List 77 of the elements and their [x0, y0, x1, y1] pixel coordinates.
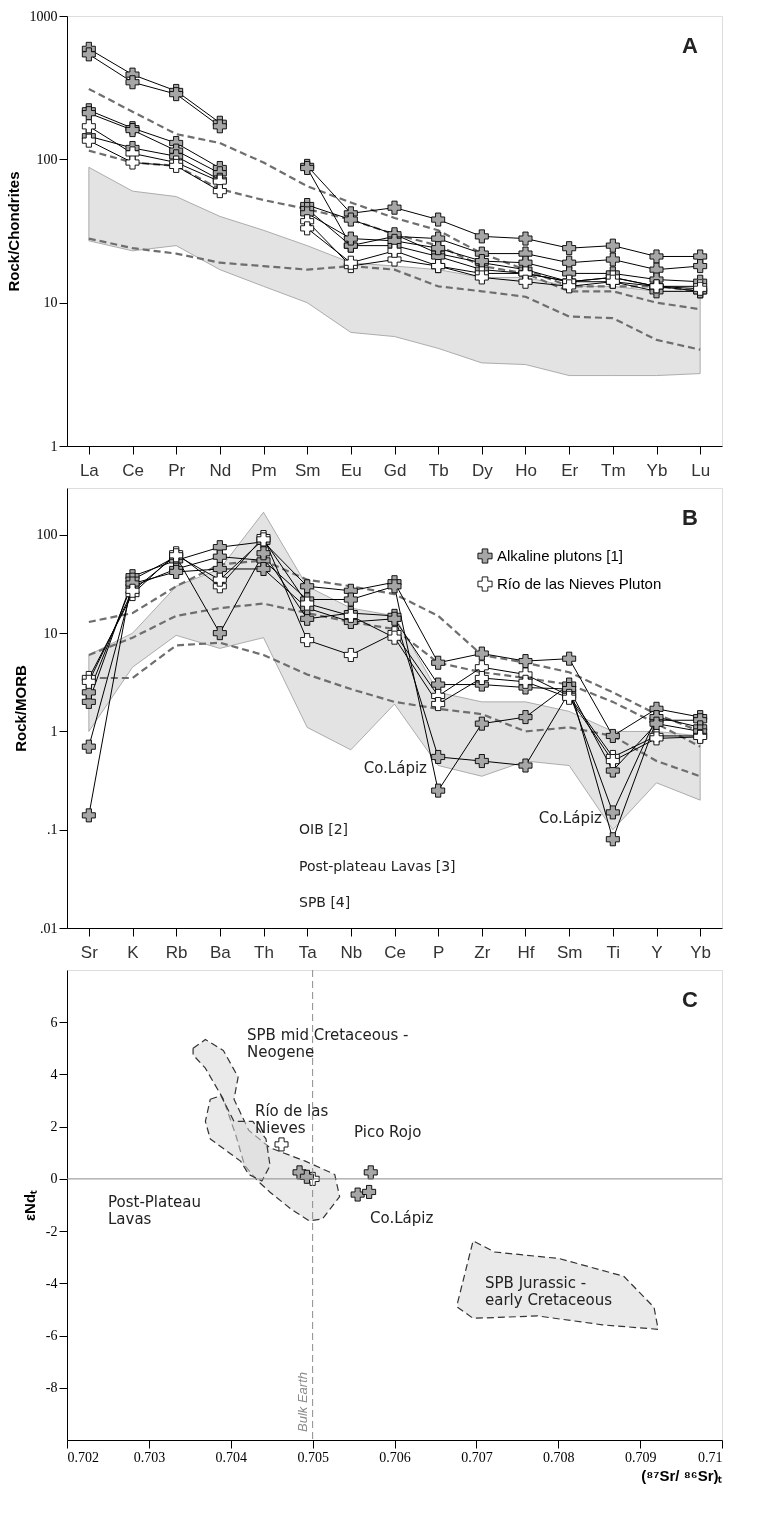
x-tick-label: Th — [254, 942, 274, 962]
x-tick-label: Sm — [294, 460, 321, 480]
annotation: Pico Rojo — [354, 1123, 422, 1141]
y-tick-label: 100 — [36, 527, 58, 543]
x-tick-label: 0.709 — [624, 1449, 657, 1465]
x-tick-label: Hf — [517, 942, 535, 962]
annotation: B — [682, 505, 698, 530]
x-tick-label: K — [127, 942, 140, 962]
y-tick-label: 4 — [50, 1066, 58, 1082]
annotation: OIB [2] — [299, 821, 349, 837]
ref-line-label: Bulk Earth — [294, 1372, 310, 1432]
annotation: Post-plateau Lavas [3] — [299, 858, 456, 874]
x-tick-label: P — [432, 942, 445, 962]
y-axis-title: Rock/Chondrites — [4, 171, 22, 292]
y-tick-label: 1 — [50, 438, 58, 454]
x-tick-label: Y — [651, 942, 663, 962]
y-axis-title: Rock/MORB — [11, 665, 29, 752]
x-tick-label: 0.71 — [698, 1449, 723, 1465]
x-tick-label: Dy — [471, 460, 494, 480]
x-tick-label: Ba — [209, 942, 232, 962]
y-tick-label: -8 — [45, 1380, 58, 1396]
y-tick-label: 2 — [50, 1119, 58, 1135]
annotation: Co.Lápiz — [538, 809, 603, 827]
y-tick-label: .1 — [47, 822, 58, 838]
x-axis-title: (⁸⁷Sr/ ⁸⁶Sr)ₜ — [641, 1466, 723, 1484]
x-tick-label: Ce — [122, 460, 144, 480]
x-tick-label: 0.705 — [297, 1449, 329, 1465]
x-tick-label: La — [79, 460, 100, 480]
y-tick-label: 100 — [36, 151, 58, 167]
x-tick-label: Sm — [556, 942, 583, 962]
x-tick-label: Ho — [515, 460, 537, 480]
x-tick-label: 0.702 — [67, 1449, 99, 1465]
y-tick-label: 6 — [50, 1014, 58, 1030]
annotation: SPB mid Cretaceous - Neogene — [247, 1026, 409, 1061]
x-tick-label: Er — [561, 460, 579, 480]
x-tick-label: Yb — [646, 460, 668, 480]
x-tick-label: Tm — [601, 460, 626, 480]
y-tick-label: 10 — [43, 625, 58, 641]
x-tick-label: Lu — [691, 460, 711, 480]
y-tick-label: .01 — [40, 920, 58, 936]
legend-label: Alkaline plutons [1] — [497, 547, 623, 564]
x-tick-label: Ce — [384, 942, 406, 962]
y-tick-label: -2 — [45, 1223, 58, 1239]
y-tick-label: 0 — [50, 1171, 58, 1187]
x-tick-label: Gd — [383, 460, 407, 480]
y-tick-label: 1000 — [29, 8, 58, 24]
y-tick-label: 10 — [43, 295, 58, 311]
x-tick-label: Nd — [209, 460, 232, 480]
annotation: SPB [4] — [299, 894, 351, 910]
annotation: Río de las Nieves — [255, 1102, 329, 1137]
annotation: A — [682, 33, 699, 58]
y-tick-label: -4 — [45, 1275, 58, 1291]
y-tick-label: 1 — [50, 723, 58, 739]
annotation: Post-Plateau Lavas — [108, 1193, 202, 1228]
x-tick-label: 0.706 — [379, 1449, 411, 1465]
x-tick-label: Nb — [340, 942, 363, 962]
annotation: SPB Jurassic - early Cretaceous — [485, 1274, 613, 1309]
annotation: Co.Lápiz — [363, 759, 428, 777]
y-tick-label: -6 — [45, 1328, 58, 1344]
x-tick-label: Eu — [340, 460, 362, 480]
x-tick-label: Rb — [165, 942, 188, 962]
legend-label: Río de las Nieves Pluton — [497, 575, 662, 592]
x-tick-label: 0.708 — [543, 1449, 575, 1465]
x-tick-label: Sr — [80, 942, 99, 962]
x-tick-label: Zr — [474, 942, 491, 962]
x-tick-label: 0.703 — [133, 1449, 166, 1465]
x-tick-label: Ta — [298, 942, 318, 962]
annotation: Co.Lápiz — [370, 1209, 434, 1227]
x-tick-label: 0.707 — [461, 1449, 493, 1465]
annotation: C — [682, 987, 699, 1012]
x-tick-label: 0.704 — [215, 1449, 247, 1465]
x-tick-label: Ti — [606, 942, 621, 962]
x-tick-label: Yb — [690, 942, 712, 962]
x-tick-label: Tb — [428, 460, 449, 480]
y-axis-title: εNdₜ — [20, 1189, 38, 1222]
x-tick-label: Pr — [168, 460, 186, 480]
x-tick-label: Pm — [251, 460, 277, 480]
